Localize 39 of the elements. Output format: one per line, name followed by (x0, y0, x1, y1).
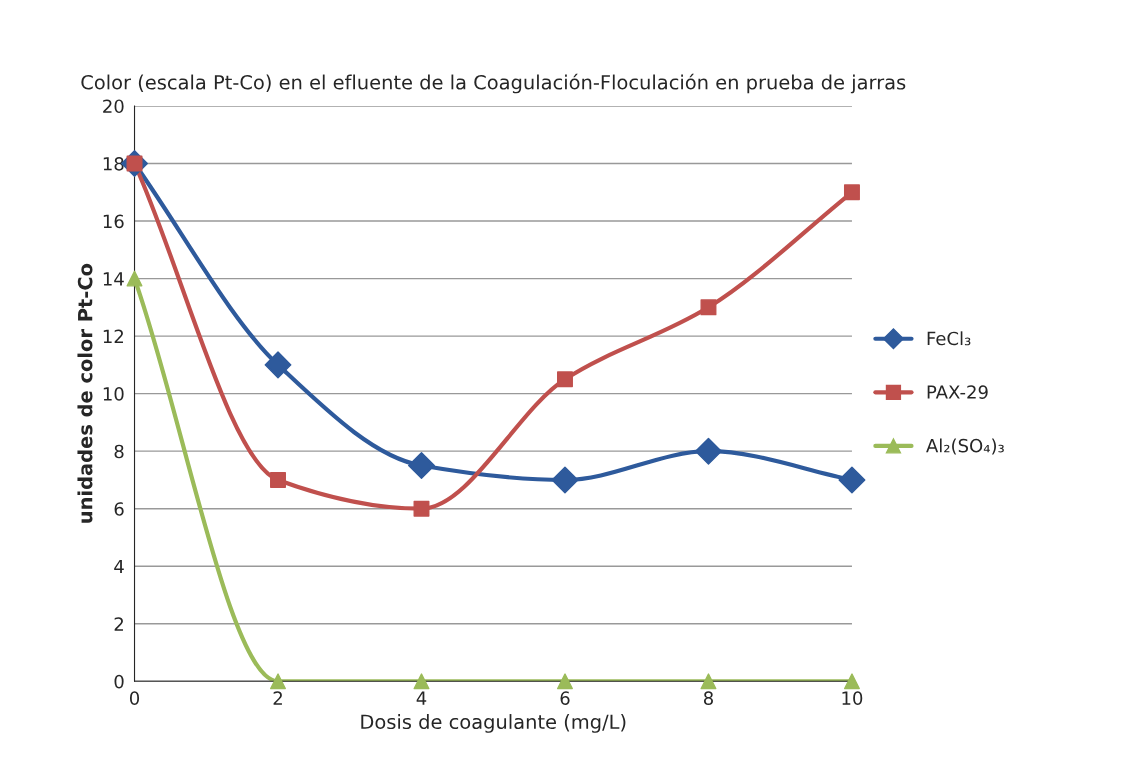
legend-label: PAX-29 (927, 385, 988, 399)
y-tick-label: 0 (114, 674, 124, 689)
point (700, 299, 717, 316)
y-tick-label: 10 (103, 387, 124, 401)
point (126, 270, 143, 287)
y-tick-label: 14 (103, 272, 124, 286)
point (413, 673, 430, 690)
y-tick-label: 18 (103, 156, 124, 171)
y-tick-label: 4 (114, 559, 124, 574)
point (694, 437, 722, 465)
y-axis-title: unidades de color Pt-Co (77, 263, 93, 523)
point (843, 184, 860, 201)
y-tick-label: 16 (103, 214, 124, 229)
x-tick-label: 10 (842, 691, 863, 705)
y-tick-label: 20 (103, 99, 124, 114)
x-axis-title: Dosis de coagulante (mg/L) (361, 714, 626, 733)
legend-label: FeCl₃ (927, 331, 971, 346)
point (270, 673, 286, 690)
y-tick-label: 8 (114, 444, 124, 459)
y-tick-label: 2 (114, 617, 123, 631)
x-tick-label: 8 (703, 691, 713, 705)
point (264, 351, 292, 379)
legend-label: Al₂(SO₄)₃ (926, 438, 1004, 455)
point (270, 471, 286, 488)
point (551, 466, 579, 494)
point (843, 673, 860, 690)
x-tick-label: 2 (273, 691, 282, 705)
x-tick-label: 6 (560, 691, 570, 705)
x-tick-label: 4 (416, 691, 427, 705)
point (413, 500, 430, 517)
point (557, 673, 573, 690)
y-tick-label: 12 (103, 329, 123, 343)
point (700, 673, 717, 690)
point (838, 466, 866, 494)
chart-title: Color (escala Pt-Co) en el efluente de la Coagulación-Floculación en prueba de jarras (81, 73, 906, 94)
x-tick-label: 0 (129, 691, 140, 705)
point (407, 452, 435, 480)
point (557, 371, 573, 388)
y-tick-label: 6 (114, 502, 124, 516)
